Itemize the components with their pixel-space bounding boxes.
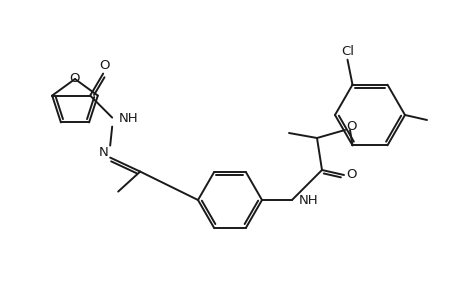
Text: O: O [346, 121, 357, 134]
Text: O: O [346, 169, 357, 182]
Text: O: O [70, 73, 80, 85]
Text: Cl: Cl [340, 45, 353, 58]
Text: N: N [98, 146, 108, 159]
Text: O: O [99, 59, 109, 72]
Text: NH: NH [298, 194, 318, 206]
Text: NH: NH [119, 112, 139, 125]
